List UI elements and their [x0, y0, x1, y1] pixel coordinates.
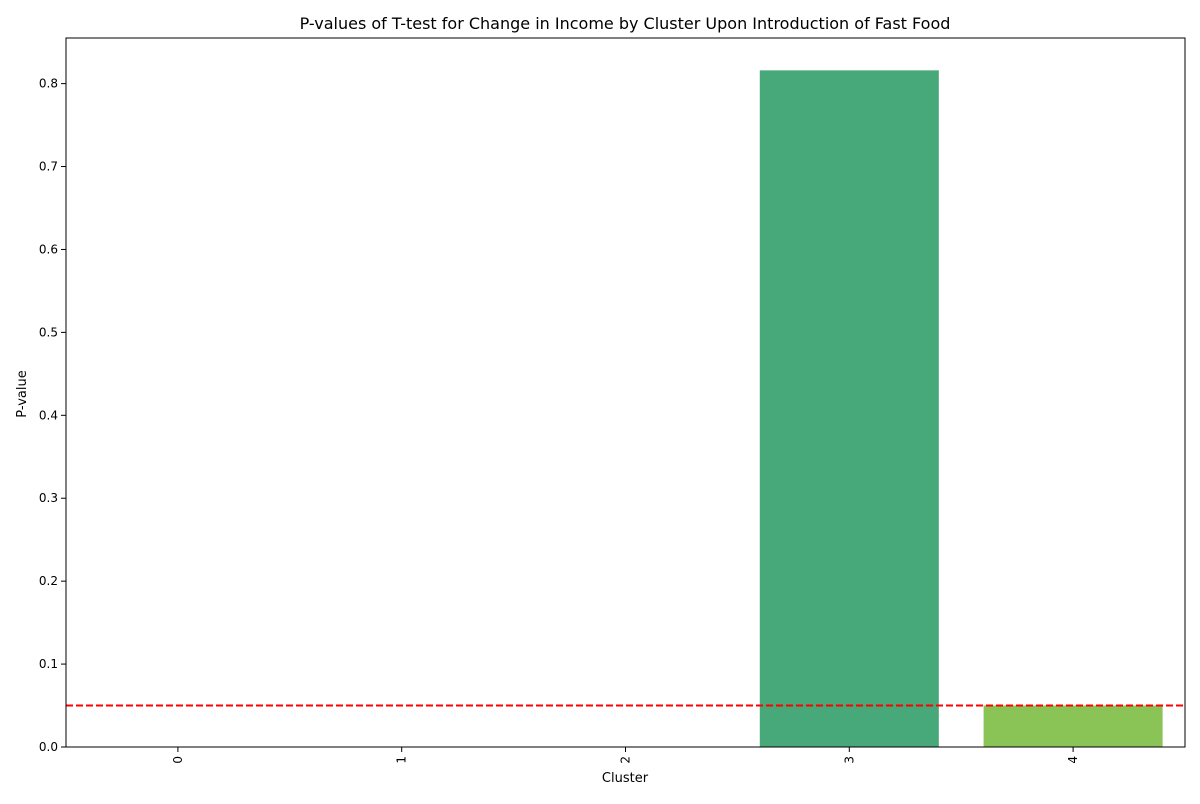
x-tick-label: 3: [842, 756, 856, 764]
y-axis-label: P-value: [15, 370, 30, 417]
x-axis-label: Cluster: [602, 771, 649, 786]
y-tick-label: 0.6: [39, 242, 58, 256]
y-tick-label: 0.0: [39, 740, 58, 754]
y-tick-label: 0.4: [39, 408, 58, 422]
chart-title: P-values of T-test for Change in Income …: [300, 14, 951, 33]
x-tick-label: 1: [395, 756, 409, 764]
y-tick-label: 0.2: [39, 574, 58, 588]
bar-cluster-4: [983, 705, 1163, 747]
y-tick-label: 0.8: [39, 77, 58, 91]
plot-area: 0.0 0.1 0.2 0.3 0.4 0.5 0.6 0.7 0.8 0 1 2 3 4: [39, 37, 1186, 764]
axes-frame: [65, 37, 1186, 748]
y-tick-label: 0.7: [39, 160, 58, 174]
x-tick-label: 0: [171, 756, 185, 764]
y-tick-label: 0.5: [39, 325, 58, 339]
y-tick-label: 0.1: [39, 657, 58, 671]
bar-cluster-3: [759, 70, 939, 748]
y-tick-label: 0.3: [39, 491, 58, 505]
x-tick-label: 2: [619, 756, 633, 764]
x-tick-label: 4: [1066, 756, 1080, 764]
